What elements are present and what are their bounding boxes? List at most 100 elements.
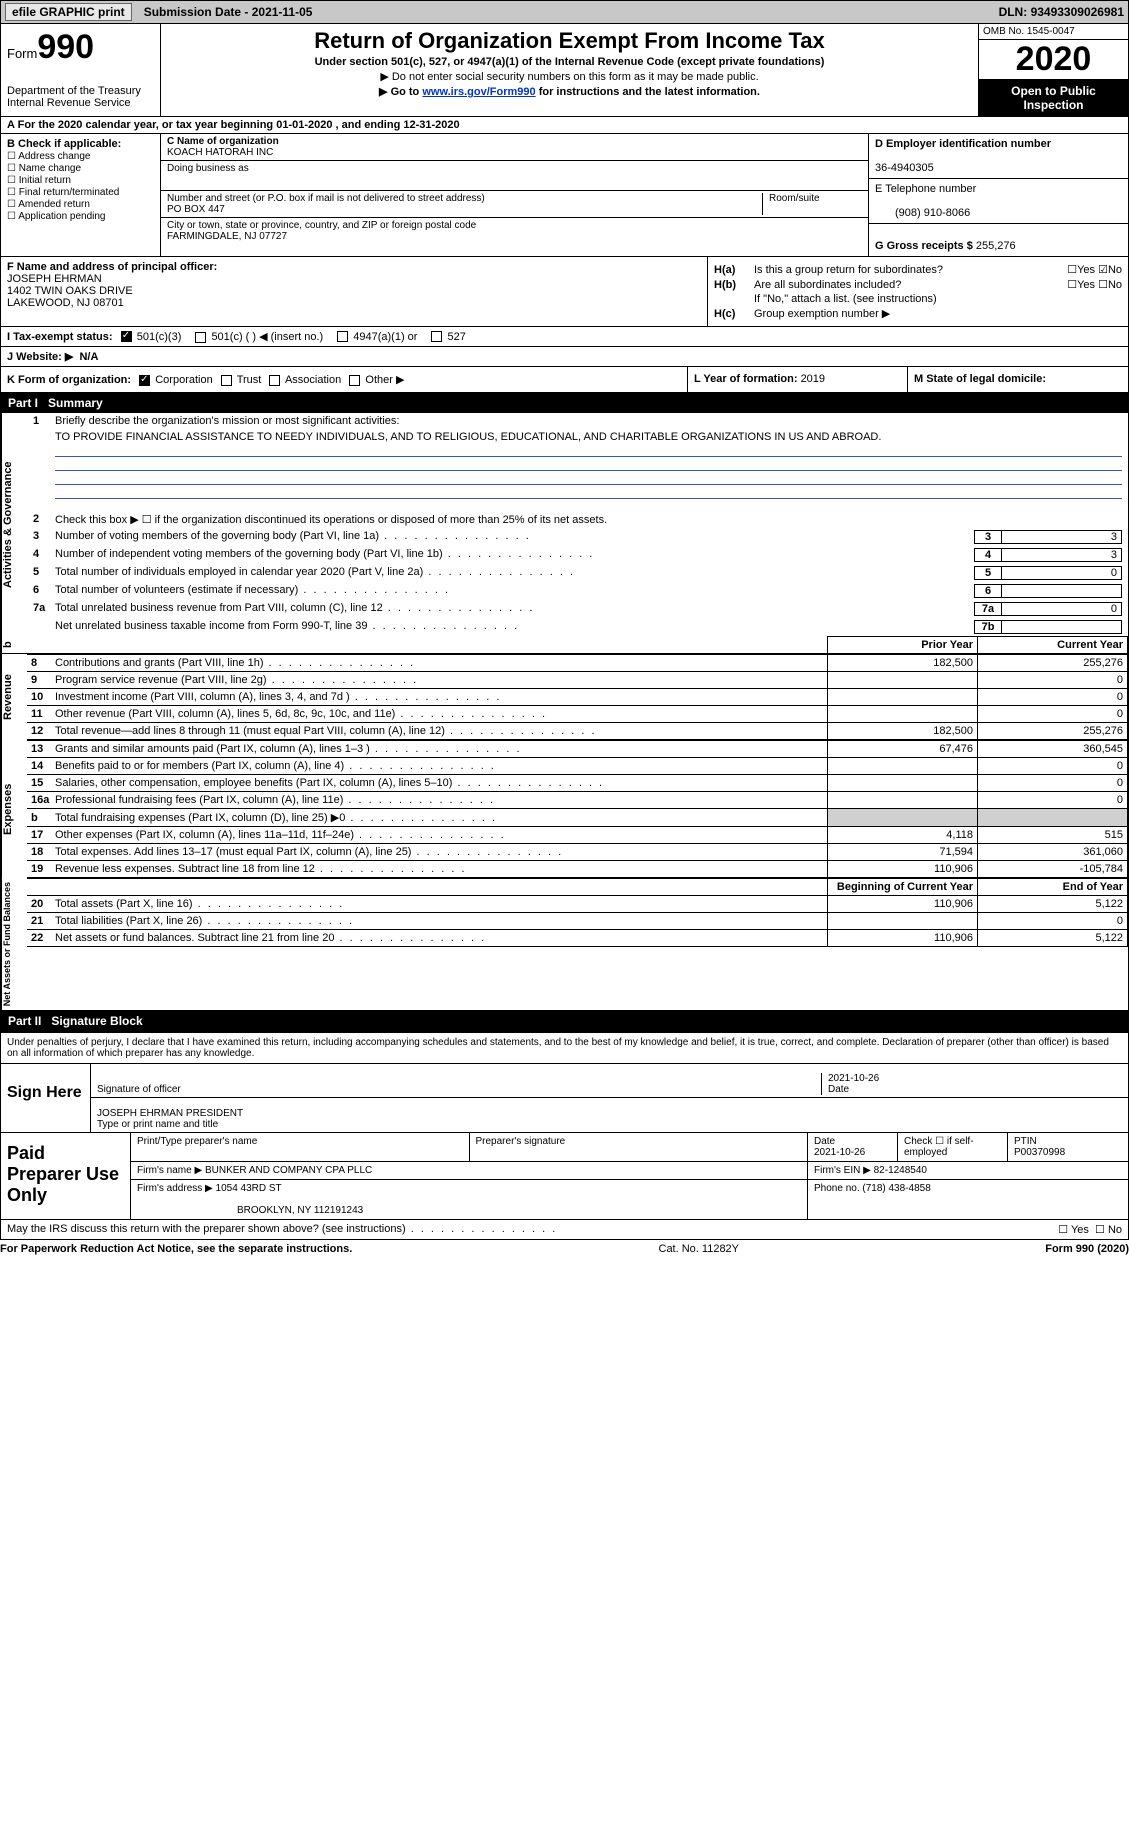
ein-value: 36-4940305 [875, 162, 934, 174]
status-527[interactable]: 527 [429, 331, 465, 343]
part1-header: Part I Summary [0, 393, 1129, 413]
hc-text: Group exemption number ▶ [754, 307, 1122, 320]
street-value: PO BOX 447 [167, 204, 225, 215]
summary-line-7a: 7aTotal unrelated business revenue from … [27, 600, 1128, 618]
hb-label: H(b) [714, 279, 754, 291]
identity-block: B Check if applicable: ☐ Address change … [0, 134, 1129, 257]
table-row: 15Salaries, other compensation, employee… [27, 775, 1128, 792]
table-row: 16aProfessional fundraising fees (Part I… [27, 792, 1128, 809]
q2-text: Check this box ▶ ☐ if the organization d… [55, 513, 1122, 526]
q1-num: 1 [33, 415, 55, 427]
form-ref: Form 990 (2020) [1045, 1243, 1129, 1255]
part1-title: Summary [48, 396, 103, 410]
discuss-with-preparer: May the IRS discuss this return with the… [0, 1220, 1129, 1240]
chk-address-change[interactable]: ☐ Address change [7, 151, 154, 162]
table-row: 11Other revenue (Part VIII, column (A), … [27, 706, 1128, 723]
sig-date: 2021-10-26 [828, 1073, 879, 1084]
submission-date: Submission Date - 2021-11-05 [144, 5, 313, 19]
part1-body: Activities & Governance 1Briefly describ… [0, 413, 1129, 1011]
c-label: C Name of organization [167, 136, 279, 147]
firm-phone: Phone no. (718) 438-4858 [808, 1180, 1128, 1219]
row-a-text: For the 2020 calendar year, or tax year … [18, 119, 460, 131]
city-label: City or town, state or province, country… [167, 220, 476, 231]
chk-final-return[interactable]: ☐ Final return/terminated [7, 187, 154, 198]
pt-name-label: Print/Type preparer's name [131, 1133, 470, 1161]
type-name-label: Type or print name and title [97, 1119, 218, 1130]
header-title-block: Return of Organization Exempt From Incom… [161, 24, 978, 116]
k-assoc[interactable]: Association [267, 374, 341, 386]
e-label: E Telephone number [875, 183, 976, 195]
side-revenue: Revenue [1, 654, 27, 740]
tax-exempt-status: I Tax-exempt status: 501(c)(3) 501(c) ( … [0, 327, 1129, 347]
efile-print-button[interactable]: efile GRAPHIC print [5, 3, 132, 21]
dba-label: Doing business as [167, 163, 249, 174]
street-label: Number and street (or P.O. box if mail i… [167, 193, 485, 204]
summary-line-5: 5Total number of individuals employed in… [27, 564, 1128, 582]
signature-block: Under penalties of perjury, I declare th… [0, 1031, 1129, 1220]
mission-text: TO PROVIDE FINANCIAL ASSISTANCE TO NEEDY… [27, 429, 1128, 511]
summary-line-3: 3Number of voting members of the governi… [27, 528, 1128, 546]
firm-name: Firm's name ▶ BUNKER AND COMPANY CPA PLL… [131, 1162, 808, 1179]
status-501c[interactable]: 501(c) ( ) ◀ (insert no.) [193, 330, 323, 343]
k-label: K Form of organization: [7, 374, 131, 386]
chk-app-pending[interactable]: ☐ Application pending [7, 211, 154, 222]
g-label: G Gross receipts $ [875, 240, 976, 252]
status-501c3[interactable]: 501(c)(3) [119, 331, 182, 343]
website-row: J Website: ▶ N/A [0, 347, 1129, 367]
ha-options[interactable]: ☐Yes ☑No [1067, 263, 1122, 276]
omb-number: OMB No. 1545-0047 [979, 24, 1128, 40]
l-label: L Year of formation: [694, 373, 801, 385]
sign-here-label: Sign Here [1, 1064, 91, 1132]
table-row: 12Total revenue—add lines 8 through 11 (… [27, 723, 1128, 740]
tax-year: 2020 [979, 40, 1128, 80]
goto-post: for instructions and the latest informat… [536, 86, 760, 98]
paid-preparer: Paid Preparer Use Only Print/Type prepar… [1, 1132, 1128, 1219]
irs-label: Internal Revenue Service [7, 97, 154, 109]
city-value: FARMINGDALE, NJ 07727 [167, 231, 287, 242]
table-row: 8Contributions and grants (Part VIII, li… [27, 655, 1128, 672]
status-4947[interactable]: 4947(a)(1) or [335, 331, 417, 343]
top-bar: efile GRAPHIC print Submission Date - 20… [0, 0, 1129, 24]
k-other[interactable]: Other ▶ [347, 374, 404, 386]
table-row: bTotal fundraising expenses (Part IX, co… [27, 809, 1128, 827]
th-curr: Current Year [978, 637, 1128, 654]
mission-value: TO PROVIDE FINANCIAL ASSISTANCE TO NEEDY… [55, 431, 881, 443]
org-name: KOACH HATORAH INC [167, 147, 273, 158]
f-label: F Name and address of principal officer: [7, 261, 217, 273]
street-box: Number and street (or P.O. box if mail i… [161, 191, 868, 218]
summary-line-4: 4Number of independent voting members of… [27, 546, 1128, 564]
instructions-link[interactable]: www.irs.gov/Form990 [422, 86, 535, 98]
chk-amended[interactable]: ☐ Amended return [7, 199, 154, 210]
ha-label: H(a) [714, 264, 754, 276]
subtitle-3: ▶ Go to www.irs.gov/Form990 for instruct… [167, 85, 972, 98]
dept-treasury: Department of the Treasury [7, 85, 154, 97]
chk-name-change[interactable]: ☐ Name change [7, 163, 154, 174]
row-klm: K Form of organization: Corporation Trus… [0, 367, 1129, 393]
table-row: 20Total assets (Part X, line 16)110,9065… [27, 896, 1128, 913]
officer-sig-line[interactable]: Signature of officer 2021-10-26Date [91, 1064, 1128, 1098]
q1-text: Briefly describe the organization's miss… [55, 415, 1122, 427]
group-return: H(a) Is this a group return for subordin… [708, 257, 1128, 326]
table-row: 17Other expenses (Part IX, column (A), l… [27, 827, 1128, 844]
hb-note: If "No," attach a list. (see instruction… [754, 293, 1122, 305]
discuss-text: May the IRS discuss this return with the… [7, 1223, 557, 1236]
side-netassets: Net Assets or Fund Balances [1, 878, 27, 1010]
self-employed[interactable]: Check ☐ if self-employed [898, 1133, 1008, 1161]
hb-options[interactable]: ☐Yes ☐No [1067, 278, 1122, 291]
table-row: 19Revenue less expenses. Subtract line 1… [27, 861, 1128, 878]
discuss-options[interactable]: ☐ Yes ☐ No [1058, 1223, 1122, 1236]
paid-prep-label: Paid Preparer Use Only [1, 1133, 131, 1219]
k-corp[interactable]: Corporation [137, 374, 213, 386]
principal-officer: F Name and address of principal officer:… [1, 257, 708, 326]
chk-initial-return[interactable]: ☐ Initial return [7, 175, 154, 186]
row-a-tax-year: A For the 2020 calendar year, or tax yea… [0, 117, 1129, 134]
officer-name-line: JOSEPH EHRMAN PRESIDENTType or print nam… [91, 1098, 1128, 1132]
row-fh: F Name and address of principal officer:… [0, 257, 1129, 327]
dln-label: DLN: [999, 5, 1031, 19]
expenses-table: 13Grants and similar amounts paid (Part … [27, 740, 1128, 878]
dln-value: 93493309026981 [1031, 5, 1124, 19]
firm-ein: Firm's EIN ▶ 82-1248540 [808, 1162, 1128, 1179]
table-row: 14Benefits paid to or for members (Part … [27, 758, 1128, 775]
k-trust[interactable]: Trust [219, 374, 262, 386]
th-end: End of Year [978, 879, 1128, 896]
